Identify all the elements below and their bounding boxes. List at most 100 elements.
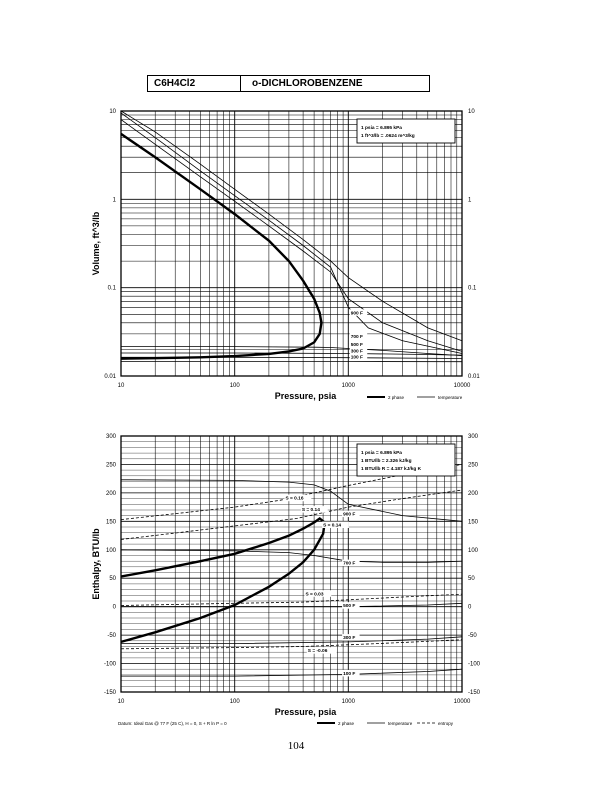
curve-label-bg	[284, 494, 312, 502]
curve-label-bg	[304, 590, 332, 597]
curve-label-bg	[349, 309, 368, 316]
conversion-note-box	[356, 443, 456, 477]
isotherm-curve	[120, 479, 463, 522]
y-tick-label-right: 150	[468, 519, 479, 525]
y-tick-label-left: 250	[106, 462, 117, 468]
isotherm-curve	[121, 636, 463, 644]
entropy-curve	[120, 639, 463, 650]
y-tick-label-right: -150	[468, 690, 481, 696]
entropy-curve	[120, 489, 463, 540]
y-tick-label-left: 300	[106, 434, 117, 440]
conversion-note-line: 1 BTU/lb = 2.326 kJ/kg	[361, 458, 412, 464]
y-tick-label-left: -50	[107, 633, 116, 639]
title-divider	[240, 76, 241, 91]
y-tick-label-left: 100	[106, 548, 117, 554]
y-tick-label-right: -50	[468, 633, 477, 639]
curve-label: 100 F	[351, 355, 363, 361]
curve-label: S = 0.14	[302, 507, 320, 513]
y-tick-label-right: -100	[468, 662, 481, 668]
curve-label: S = 0.14	[323, 523, 341, 529]
y-axis-label: Volume, ft^3/lb	[91, 211, 101, 275]
isotherm-curve	[121, 346, 463, 356]
x-tick-label: 10	[118, 383, 125, 389]
curve-label-bg	[342, 602, 360, 609]
y-tick-label-left: 10	[109, 109, 116, 115]
curve-label-bg	[349, 332, 368, 340]
y-tick-label-left: 0.1	[108, 286, 117, 292]
x-axis-label: Pressure, psia	[275, 391, 338, 401]
chemical-formula: C6H4Cl2	[154, 78, 196, 89]
y-axis-label: Enthalpy, BTU/lb	[91, 528, 101, 600]
curve-label: 300 F	[343, 635, 355, 641]
legend-label: entropy	[438, 721, 454, 726]
x-tick-label: 1000	[342, 699, 356, 705]
volume-chart: 10 100 1000 10000 0.01 0.01 0.1 0.1 1 1 10 10 Pressu…	[91, 109, 480, 401]
x-tick-label: 10000	[454, 699, 471, 705]
y-tick-label-right: 1	[468, 197, 472, 203]
curve-label: 500 F	[343, 603, 355, 609]
curve-label: 700 F	[351, 334, 363, 340]
two-phase-dome-curve	[120, 516, 326, 644]
isotherm-curve	[121, 352, 463, 356]
curve-label-bg	[342, 669, 360, 677]
isotherm-curve	[120, 110, 463, 342]
legend-label: 2 phase	[388, 395, 405, 400]
y-tick-label-left: 1	[113, 197, 117, 203]
y-tick-label-left: 150	[106, 519, 117, 525]
y-tick-label-left: 50	[109, 576, 116, 582]
isotherm-curve	[120, 119, 463, 352]
curve-label-bg	[349, 353, 368, 360]
curve-label: 500 F	[351, 342, 363, 348]
y-tick-label-right: 100	[468, 548, 479, 554]
legend-label: 2 phase	[338, 721, 355, 726]
x-tick-label: 10	[118, 699, 125, 705]
plot-frame	[120, 435, 463, 693]
curve-label: 900 F	[343, 512, 355, 518]
curve-label: S = -0.06	[308, 648, 328, 654]
legend-label: temperature	[388, 721, 413, 726]
y-tick-label-right: 0.1	[468, 286, 477, 292]
legend-label: temperature	[438, 395, 463, 400]
curve-label-bg	[306, 647, 337, 654]
enthalpy-chart: 10 100 1000 10000 -150 -150 -100 -100 -50 -50 0 0 50…	[91, 434, 481, 726]
datum-footnote: Datum: Ideal Gas @ 77 F (25 C), H = 0, S…	[118, 721, 227, 726]
y-tick-label-right: 300	[468, 434, 479, 440]
isotherm-curve	[121, 602, 463, 608]
conversion-note-line: 1 psia = 6.895 kPa	[361, 125, 402, 131]
y-tick-label-right: 0	[468, 605, 472, 611]
chart-title-box: C6H4Cl2 o-DICHLOROBENZENE	[147, 75, 430, 92]
y-tick-label-left: 200	[106, 491, 117, 497]
conversion-note-line: 1 ft^3/lb = .0624 m^3/kg	[361, 133, 415, 139]
isotherm-curve	[120, 112, 463, 354]
isotherm-curve	[120, 549, 463, 563]
conversion-note-line: 1 psia = 6.895 kPa	[361, 450, 402, 456]
x-tick-label: 100	[230, 699, 241, 705]
compound-name: o-DICHLOROBENZENE	[252, 78, 363, 89]
curve-label: 900 F	[351, 310, 363, 316]
curve-label-bg	[349, 340, 368, 348]
isotherm-curve	[121, 356, 463, 359]
entropy-curve	[120, 593, 463, 606]
curve-label: S = 0.03	[306, 591, 324, 597]
curve-label-bg	[342, 559, 360, 567]
curve-label-bg	[349, 347, 368, 354]
curve-label-bg	[300, 506, 328, 513]
y-tick-label-right: 0.01	[468, 374, 480, 380]
curve-label-bg	[322, 521, 349, 528]
y-tick-label-right: 50	[468, 576, 475, 582]
conversion-note-box	[356, 118, 456, 144]
y-tick-label-right: 250	[468, 462, 479, 468]
page-number: 104	[287, 740, 305, 752]
x-tick-label: 100	[230, 383, 241, 389]
y-tick-label-left: -100	[104, 662, 117, 668]
curve-label-bg	[342, 510, 360, 518]
plot-grid	[121, 111, 462, 376]
y-tick-label-left: -150	[104, 690, 117, 696]
plot-frame	[120, 110, 463, 377]
two-phase-dome-curve	[120, 132, 323, 360]
y-tick-label-left: 0	[113, 605, 117, 611]
conversion-note-line: 1 BTU/lb R = 4.187 kJ/kg K	[361, 466, 422, 472]
curve-label: 100 F	[343, 671, 355, 677]
curve-label: 300 F	[351, 348, 363, 354]
